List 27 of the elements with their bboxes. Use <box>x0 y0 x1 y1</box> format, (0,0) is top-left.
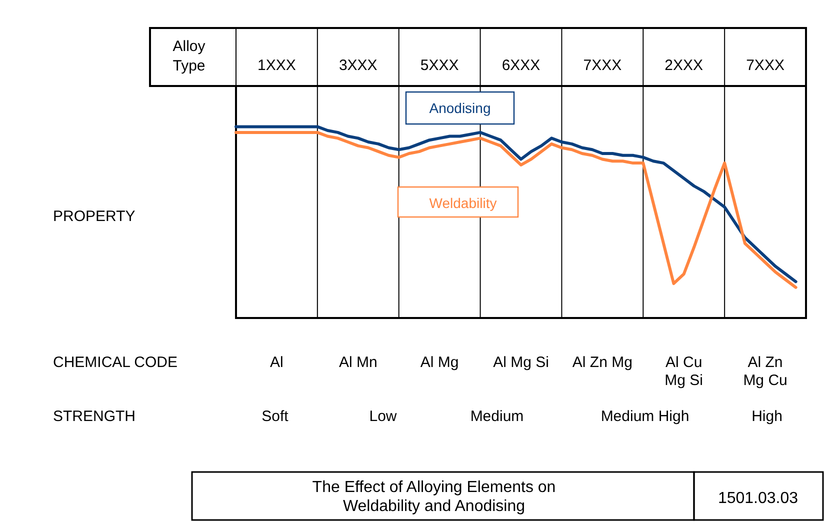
text: CHEMICAL CODE <box>53 354 178 371</box>
x-tick-label: 7XXX <box>746 57 784 74</box>
x-tick-label: 6XXX <box>502 57 540 74</box>
x-tick-label: 5XXX <box>420 57 459 74</box>
text: Al Zn Mg Cu <box>743 354 788 389</box>
x-tick-label: 1XXX <box>258 57 296 74</box>
text: Al Cu Mg Si <box>664 354 704 389</box>
text: Al <box>270 354 284 371</box>
x-tick-label: 3XXX <box>338 57 378 74</box>
text: Medium <box>470 408 524 425</box>
text: STRENGTH <box>53 408 136 425</box>
x-tick-label: 2XXX <box>664 57 704 74</box>
text: PROPERTY <box>53 208 136 225</box>
text: 1501.03.03 <box>718 490 798 507</box>
series-label: Anodising <box>429 100 491 116</box>
text: Al Mg <box>420 354 459 371</box>
text: Soft <box>262 408 290 425</box>
x-tick-label: 7XXX <box>583 57 622 74</box>
text: Low <box>369 408 397 425</box>
text: Al Mn <box>338 354 378 371</box>
text: Al Mg Si <box>493 354 549 371</box>
x-axis-title: Alloy Type <box>172 38 206 74</box>
text: High <box>752 408 782 425</box>
text: Weldability <box>429 195 497 211</box>
text: Medium High <box>600 408 690 425</box>
text: Al Zn Mg <box>572 354 632 371</box>
text: The Effect of Alloying Elements on Weldability and Anodising <box>312 479 556 516</box>
